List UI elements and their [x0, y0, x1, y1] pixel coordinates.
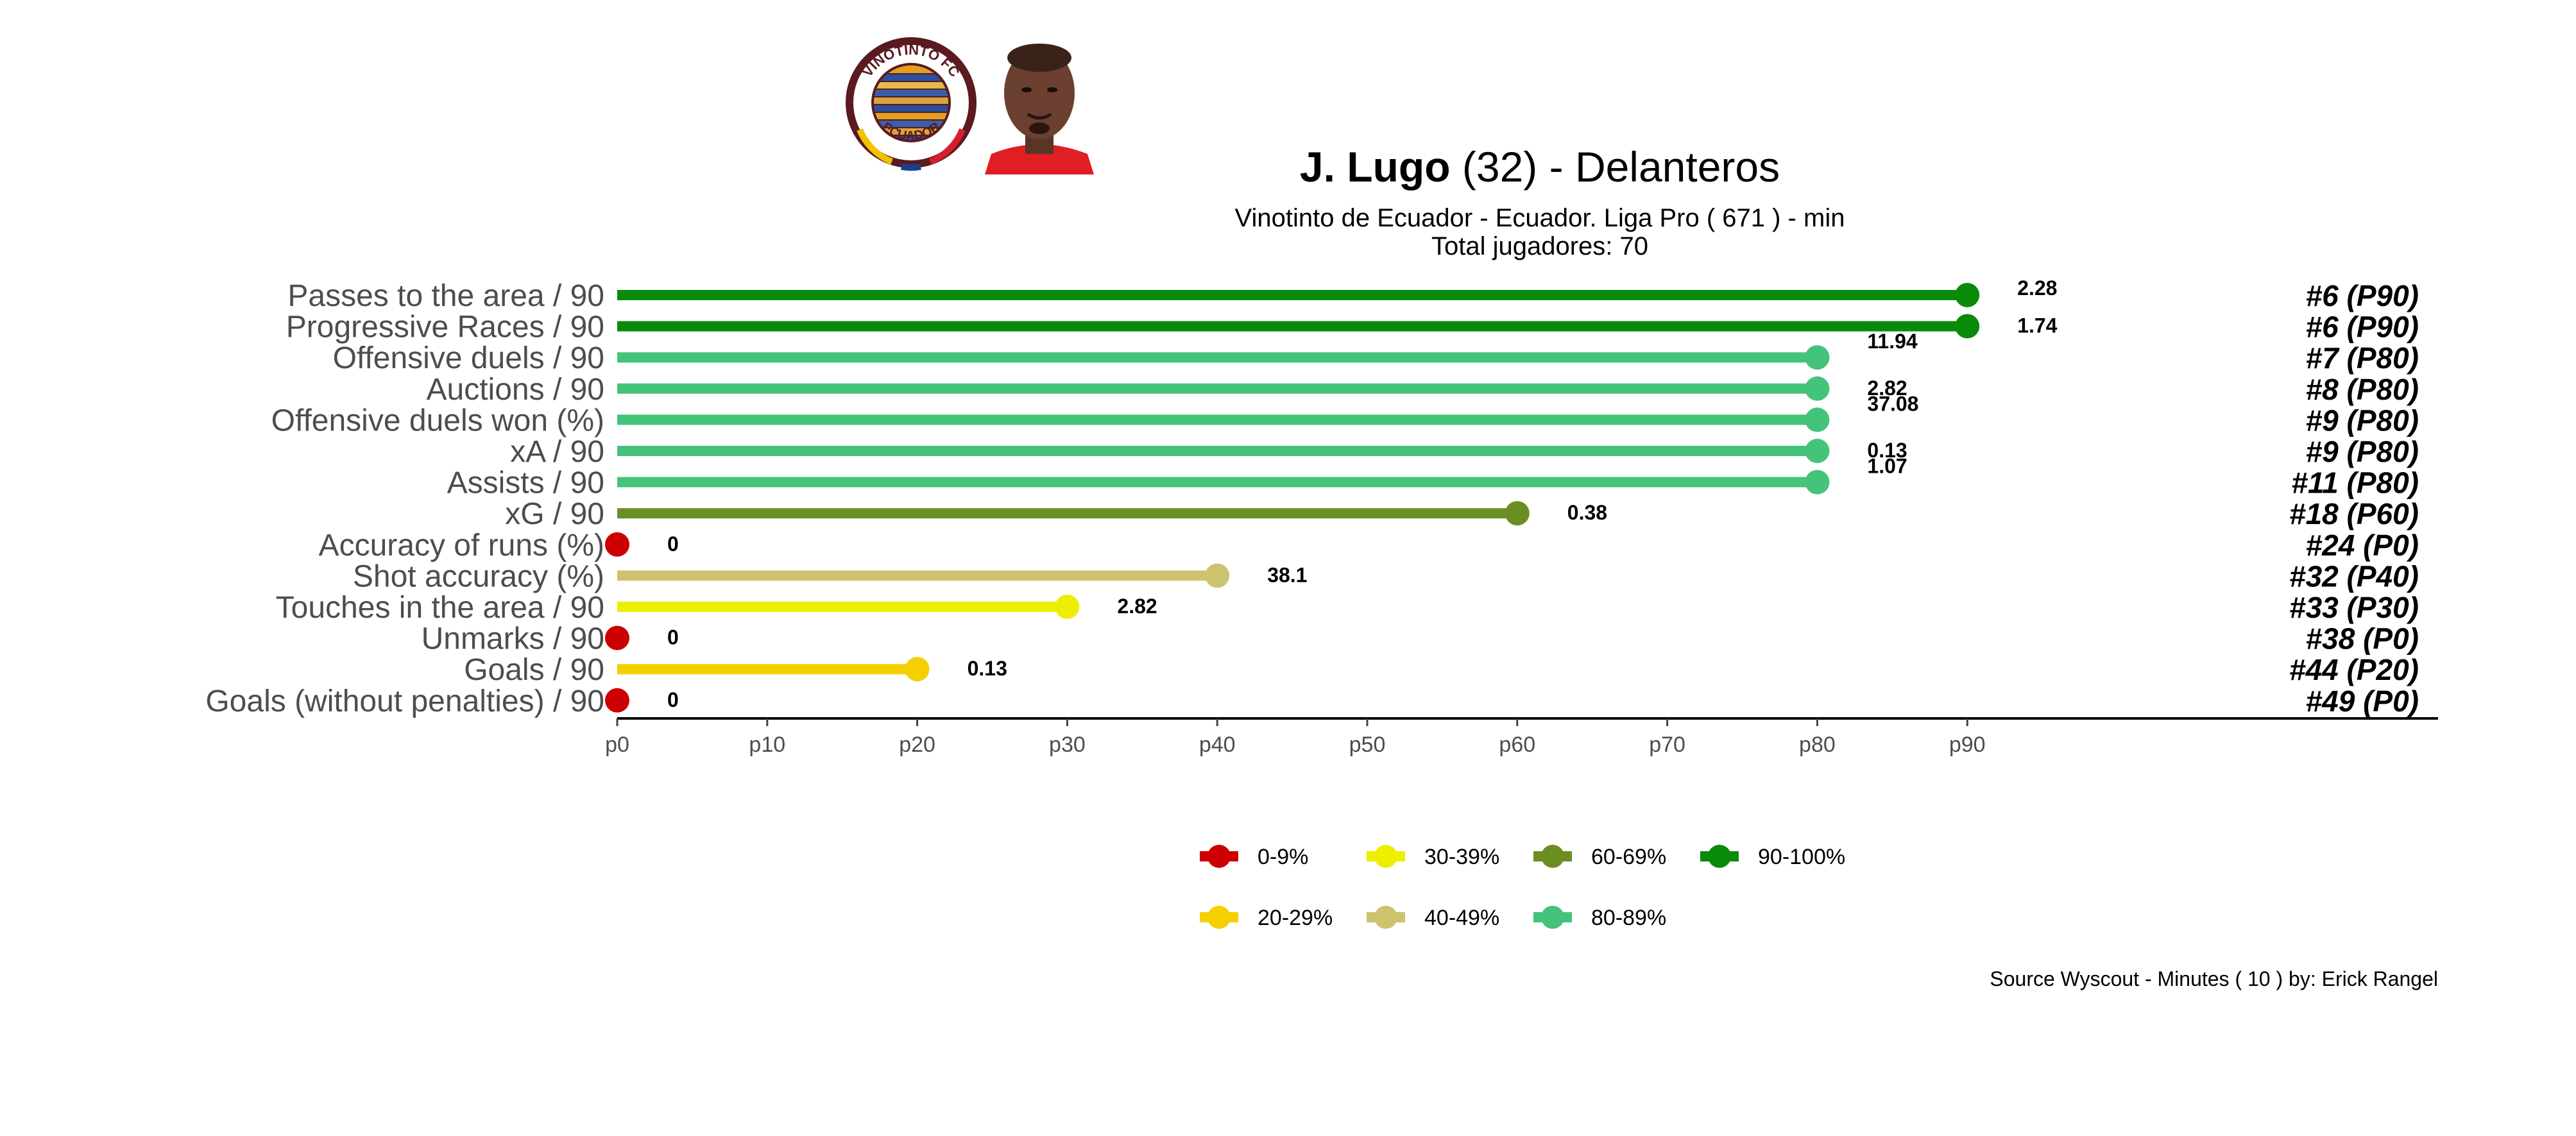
lollipop-point [1805, 407, 1830, 432]
value-label: 2.82 [1117, 595, 1157, 618]
metric-label: Shot accuracy (%) [353, 559, 604, 593]
rank-label: #44 (P20) [2289, 653, 2419, 686]
x-tick-label: p30 [1049, 733, 1086, 757]
total-players-label: Total jugadores: 70 [1431, 232, 1648, 260]
metric-label: xG / 90 [505, 497, 604, 531]
club-badge: VINOTINTO FC ECUADOR [846, 37, 977, 171]
lollipop-point [1505, 501, 1530, 526]
value-label: 37.08 [1867, 392, 1918, 415]
value-label: 0 [667, 688, 679, 711]
legend-label: 20-29% [1258, 906, 1333, 930]
value-label: 38.1 [1267, 563, 1307, 586]
rank-label: #9 (P80) [2306, 403, 2419, 437]
lollipop-point [605, 532, 629, 557]
value-label: 11.94 [1867, 330, 1918, 353]
metric-label: Accuracy of runs (%) [319, 529, 604, 563]
rank-label: #32 (P40) [2289, 559, 2419, 593]
x-tick-label: p90 [1949, 733, 1986, 757]
x-tick-label: p50 [1349, 733, 1386, 757]
metric-label: Goals / 90 [464, 653, 604, 687]
legend-key-point [1207, 906, 1231, 929]
lollipop-point [1805, 345, 1830, 370]
metric-label: Passes to the area / 90 [287, 279, 604, 313]
metric-label: Unmarks / 90 [422, 622, 604, 656]
metric-label: Goals (without penalties) / 90 [205, 684, 604, 718]
value-label: 2.82 [1867, 377, 1907, 400]
legend-label: 40-49% [1424, 906, 1499, 930]
value-label: 0 [667, 626, 679, 649]
lollipop-point [605, 688, 629, 713]
player-position: Delanteros [1574, 143, 1780, 191]
x-tick-label: p70 [1649, 733, 1685, 757]
metric-label: Offensive duels won (%) [271, 403, 604, 437]
rank-label: #11 (P80) [2291, 466, 2419, 500]
metric-label: Offensive duels / 90 [333, 341, 604, 375]
rank-label: #38 (P0) [2306, 622, 2419, 656]
value-label: 0.38 [1567, 501, 1607, 524]
x-tick-label: p80 [1799, 733, 1836, 757]
value-label: 0.13 [1867, 439, 1907, 462]
rank-label: #18 (P60) [2289, 497, 2419, 530]
metric-label: Auctions / 90 [427, 373, 605, 407]
legend-key-point [1541, 845, 1564, 868]
lollipop-point [905, 657, 930, 682]
player-photo [982, 32, 1097, 174]
x-tick-label: p10 [749, 733, 785, 757]
rank-label: #7 (P80) [2306, 341, 2419, 375]
x-tick-label: p60 [1499, 733, 1535, 757]
lollipop-point [1805, 439, 1830, 463]
player-age: (32) [1462, 143, 1538, 191]
head [1004, 47, 1075, 139]
rank-label: #9 (P80) [2306, 435, 2419, 468]
metric-label: xA / 90 [510, 435, 604, 469]
player-name: J. Lugo [1299, 143, 1451, 191]
legend-key-point [1374, 845, 1397, 868]
legend-label: 60-69% [1591, 845, 1666, 869]
lollipop-point [605, 625, 629, 650]
lollipop-point [1955, 314, 1980, 339]
value-label: 1.74 [2017, 314, 2057, 337]
legend-key-point [1374, 906, 1397, 929]
metric-label: Progressive Races / 90 [286, 310, 604, 344]
legend-label: 30-39% [1424, 845, 1499, 869]
rank-label: #6 (P90) [2306, 310, 2419, 344]
jersey [985, 144, 1094, 174]
value-label: 0.13 [968, 657, 1007, 680]
x-tick-label: p0 [605, 733, 629, 757]
rank-label: #8 (P80) [2306, 373, 2419, 406]
x-tick-label: p20 [899, 733, 935, 757]
source-caption: Source Wyscout - Minutes ( 10 ) by: Eric… [1990, 967, 2438, 990]
legend-key-point [1708, 845, 1731, 868]
x-tick-label: p40 [1199, 733, 1236, 757]
legend-label: 90-100% [1758, 845, 1845, 869]
lollipop-point [1955, 283, 1980, 307]
rank-label: #49 (P0) [2306, 684, 2419, 718]
lollipop-point [1805, 376, 1830, 401]
legend-key-point [1207, 845, 1231, 868]
title-separator: - [1549, 143, 1564, 191]
metric-label: Assists / 90 [447, 466, 604, 500]
lollipop-point [1805, 470, 1830, 495]
value-label: 2.28 [2017, 276, 2057, 300]
rank-label: #24 (P0) [2306, 529, 2419, 562]
value-label: 1.07 [1867, 455, 1907, 478]
metric-label: Touches in the area / 90 [276, 591, 604, 625]
rank-label: #6 (P90) [2306, 279, 2419, 312]
value-label: 0 [667, 532, 679, 555]
legend-label: 80-89% [1591, 906, 1666, 930]
legend-label: 0-9% [1258, 845, 1308, 869]
chart-subtitle: Vinotinto de Ecuador - Ecuador. Liga Pro… [1234, 204, 1845, 232]
lollipop-point [1055, 595, 1080, 619]
chart-title: J. Lugo (32) - Delanteros [930, 142, 2149, 191]
rank-label: #33 (P30) [2289, 591, 2419, 624]
lollipop-point [1205, 563, 1230, 588]
legend-key-point [1541, 906, 1564, 929]
